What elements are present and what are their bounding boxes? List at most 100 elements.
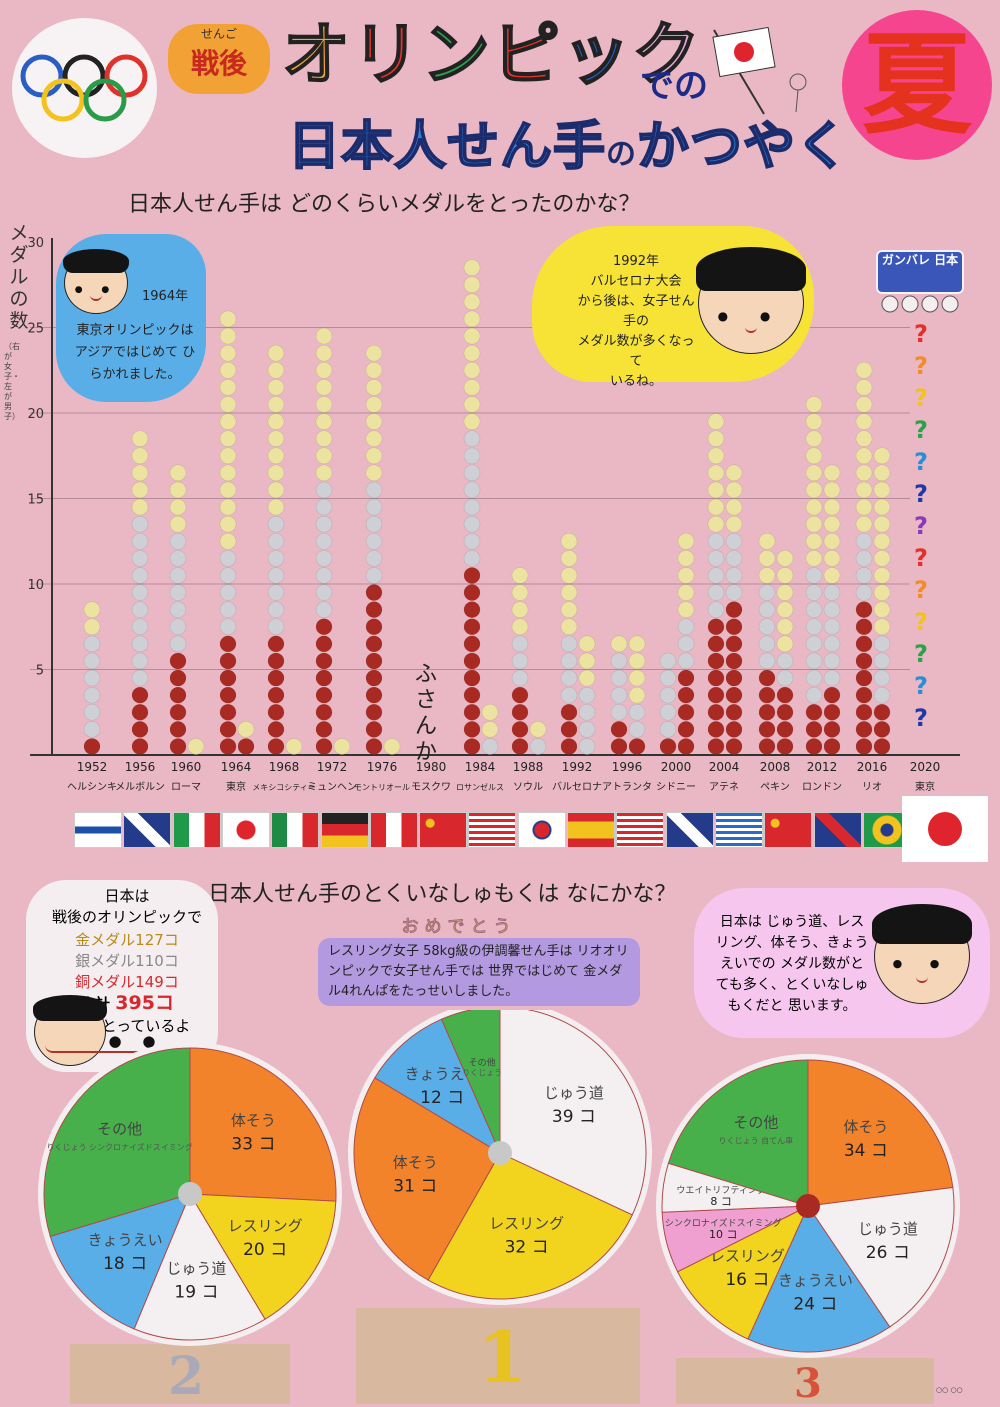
sengo-ruby: せんご <box>200 27 237 41</box>
medal-dot-gold <box>365 738 383 755</box>
flag-japan-2020 <box>902 796 988 862</box>
medal-dot-bronze <box>855 447 873 465</box>
medal-dot-silver <box>463 532 481 550</box>
medal-dot-silver <box>219 567 237 584</box>
bubble-1992-line5: いるね。 <box>609 374 662 389</box>
medal-dot-gold <box>560 721 578 738</box>
medal-dot-gold <box>725 601 743 618</box>
medal-dot-silver <box>560 669 578 687</box>
subtitle-part-1: 日本人せん手 <box>287 116 607 178</box>
medal-dot-gold <box>677 703 695 721</box>
medal-dot-silver <box>169 635 187 653</box>
medal-dot-bronze <box>873 464 891 482</box>
medal-dot-silver <box>131 515 149 533</box>
medal-dot-gold <box>805 738 823 755</box>
medal-dot-bronze <box>855 481 873 499</box>
medal-dot-bronze <box>219 361 237 379</box>
x-tick-city: ロサンゼルス <box>456 782 504 792</box>
medal-dot-gold <box>463 601 481 618</box>
medal-dot-silver <box>315 515 333 533</box>
medal-dot-bronze <box>365 379 383 396</box>
pie-slice-value: 33 コ <box>231 1135 275 1155</box>
medal-dot-gold <box>776 738 794 755</box>
pie-slice-sublabel: りくじょう シンクロナイズドスイミング <box>46 1142 192 1152</box>
pie-slice-label: ウエイトリフティング <box>676 1184 765 1196</box>
medal-dot-bronze <box>315 447 333 465</box>
bar-1964: 1964 東京 <box>219 310 255 793</box>
x-tick-year: 1984 <box>465 760 496 774</box>
medal-dot-silver <box>219 601 237 618</box>
pie-slice-label: きょうえい <box>405 1065 480 1083</box>
x-tick-city: ローマ <box>171 782 201 793</box>
y-tick-label: 15 <box>27 493 44 508</box>
medal-dot-bronze <box>219 327 237 345</box>
medal-dot-silver <box>805 584 823 601</box>
summary-end: とっているよ <box>101 1017 191 1035</box>
medal-dot-bronze <box>805 430 823 447</box>
medal-dot-bronze <box>758 532 776 550</box>
medal-dot-gold <box>758 738 776 755</box>
flag-korea <box>517 812 566 848</box>
medal-dot-gold <box>707 669 725 687</box>
bar-1988: 1988 ソウル <box>511 567 547 793</box>
medal-dot-bronze <box>267 447 285 465</box>
medal-dot-silver <box>578 738 596 755</box>
medal-dot-gold <box>315 635 333 653</box>
pie-slice-label: その他 <box>469 1056 496 1068</box>
x-tick-city: バルセロナ <box>552 781 602 793</box>
medal-dot-silver <box>823 601 841 618</box>
medal-dot-bronze <box>365 464 383 482</box>
medal-dot-bronze <box>873 567 891 584</box>
medal-dot-gold <box>725 618 743 636</box>
bar-1956: 1956 メルボルン <box>115 430 165 793</box>
x-tick-city: アテネ <box>709 781 739 793</box>
x-tick-city: ペキン <box>760 782 790 793</box>
flag-canada <box>369 812 418 848</box>
medal-dot-bronze <box>169 498 187 516</box>
medal-bar-chart: 5 10 15 20 25 30 1952 ヘルシンキ 1956 メルボルン 1960 ローマ 1964… <box>27 236 960 793</box>
medal-dot-bronze <box>315 413 333 430</box>
pie-slice-label: レスリング <box>710 1247 785 1265</box>
medal-dot-silver <box>578 686 596 704</box>
medal-dot-silver <box>610 652 628 670</box>
medal-dot-bronze <box>131 464 149 482</box>
bubble-1964: ● ● 1964年 東京オリンピックは アジアではじめて ひらかれました。 <box>56 234 206 402</box>
pie-slice <box>133 1192 266 1341</box>
medal-dot-bronze <box>481 703 499 721</box>
pie-slice-value: 12 コ <box>420 1088 464 1108</box>
medal-dot-silver <box>463 550 481 567</box>
pie-slice <box>499 1010 647 1216</box>
medal-dot-bronze <box>267 361 285 379</box>
pie-slice-label: きょうえい <box>778 1271 853 1289</box>
medal-dot-bronze <box>628 669 646 687</box>
medal-dot-gold <box>365 686 383 704</box>
pie-slice <box>189 1193 337 1320</box>
medal-dot-silver <box>463 515 481 533</box>
medal-dot-silver <box>707 567 725 584</box>
medal-dot-bronze <box>776 550 794 567</box>
pie-slice-label: シンクロナイズドスイミング <box>665 1217 782 1229</box>
question-mark-icon: ? <box>914 704 928 732</box>
medal-dot-silver <box>365 481 383 499</box>
medal-dot-silver <box>511 652 529 670</box>
medal-dot-bronze <box>237 721 255 738</box>
medal-dot-gold <box>219 686 237 704</box>
medal-dot-bronze <box>823 532 841 550</box>
title-char: オ <box>281 15 353 96</box>
right-note-text: 日本は じゅう道、レスリング、体そう、きょうえいでの メダル数がとても多く、とく… <box>715 914 869 1014</box>
medal-dot-bronze <box>267 498 285 516</box>
medal-dot-bronze <box>463 379 481 396</box>
medal-dot-gold <box>707 652 725 670</box>
medal-dot-silver <box>823 652 841 670</box>
medal-dot-gold <box>365 703 383 721</box>
medal-dot-silver <box>481 738 499 755</box>
x-tick-city: メルボルン <box>115 781 165 793</box>
flag-usa <box>616 812 665 848</box>
medal-dot-bronze <box>560 584 578 601</box>
bar-2012: 2012 ロンドン <box>802 396 842 793</box>
medal-dot-bronze <box>463 413 481 430</box>
medal-dot-silver <box>131 532 149 550</box>
medal-dot-silver <box>873 635 891 653</box>
medal-dot-silver <box>855 584 873 601</box>
